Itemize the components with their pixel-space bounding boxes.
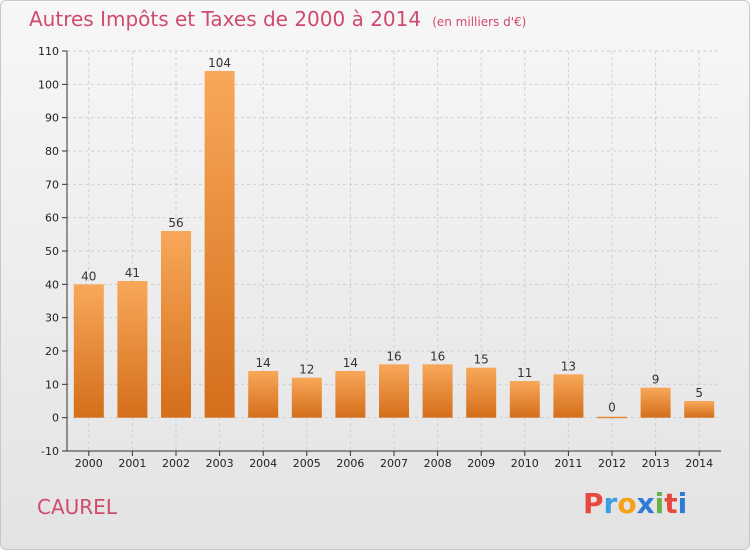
bar-2008 xyxy=(422,364,453,418)
x-tick-label-2014: 2014 xyxy=(685,457,713,470)
bar-2009 xyxy=(466,367,497,418)
value-label-2002: 56 xyxy=(168,216,183,230)
bars xyxy=(73,71,715,419)
x-tick-label-2008: 2008 xyxy=(424,457,452,470)
y-tick-label: 70 xyxy=(45,178,59,191)
chart-subtitle: (en milliers d'€) xyxy=(432,15,527,29)
value-label-2005: 12 xyxy=(299,363,314,377)
value-label-2006: 14 xyxy=(343,356,358,370)
x-tick-label-2012: 2012 xyxy=(598,457,626,470)
bar-2002 xyxy=(161,231,191,418)
logo-letter: o xyxy=(617,487,637,520)
bar-2004 xyxy=(248,371,279,418)
value-label-2003: 104 xyxy=(208,56,231,70)
y-tick-label: 100 xyxy=(38,78,59,91)
chart-title-main: Autres Impôts et Taxes de 2000 à 2014 xyxy=(29,7,422,31)
value-label-2010: 11 xyxy=(517,366,532,380)
value-label-2014: 5 xyxy=(695,386,703,400)
x-tick-label-2002: 2002 xyxy=(162,457,190,470)
logo-letter: x xyxy=(636,487,655,520)
logo-letter: P xyxy=(583,487,604,520)
commune-name: CAUREL xyxy=(37,495,117,519)
bar-2006 xyxy=(335,371,366,418)
logo-letter: r xyxy=(603,487,618,520)
bar-2014 xyxy=(684,401,715,418)
x-tick-label-2007: 2007 xyxy=(380,457,408,470)
x-tick-label-2010: 2010 xyxy=(511,457,539,470)
value-label-2000: 40 xyxy=(81,269,96,283)
y-tick-label: -10 xyxy=(41,445,59,458)
bar-2000 xyxy=(73,284,104,418)
x-tick-label-2001: 2001 xyxy=(118,457,146,470)
y-tick-label: 20 xyxy=(45,345,59,358)
y-tick-label: 110 xyxy=(38,45,59,58)
value-label-2012: 0 xyxy=(608,401,616,415)
bar-2005 xyxy=(291,377,322,418)
value-label-2013: 9 xyxy=(652,373,660,387)
y-tick-label: 80 xyxy=(45,145,59,158)
y-tick-label: 90 xyxy=(45,112,59,125)
logo-letter: i xyxy=(677,487,688,520)
x-tick-label-2004: 2004 xyxy=(249,457,277,470)
x-tick-label-2005: 2005 xyxy=(293,457,321,470)
x-tick-label-2000: 2000 xyxy=(75,457,103,470)
chart-title: Autres Impôts et Taxes de 2000 à 2014 (e… xyxy=(29,7,526,31)
value-labels: 40 41 56 104 14 12 14 16 16 15 11 13 0 9 5 xyxy=(81,56,703,415)
bar-2001 xyxy=(117,281,148,418)
x-tick-label-2006: 2006 xyxy=(336,457,364,470)
bar-2011 xyxy=(553,374,584,418)
value-label-2004: 14 xyxy=(256,356,271,370)
value-label-2007: 16 xyxy=(386,349,401,363)
value-label-2008: 16 xyxy=(430,349,445,363)
y-tick-label: 60 xyxy=(45,212,59,225)
bar-2007 xyxy=(379,364,409,418)
y-tick-label: 30 xyxy=(45,312,59,325)
bar-2003 xyxy=(204,71,235,418)
y-tick-label: 50 xyxy=(45,245,59,258)
logo-letter: t xyxy=(664,487,678,520)
x-tick-label-2013: 2013 xyxy=(642,457,670,470)
bar-2013 xyxy=(640,387,671,418)
value-label-2001: 41 xyxy=(125,266,140,280)
bar-2010 xyxy=(509,381,540,418)
x-tick-label-2011: 2011 xyxy=(554,457,582,470)
bar-2012 xyxy=(597,416,627,419)
value-label-2011: 13 xyxy=(561,359,576,373)
value-label-2009: 15 xyxy=(474,353,489,367)
y-tick-label: 40 xyxy=(45,278,59,291)
x-tick-label-2009: 2009 xyxy=(467,457,495,470)
proxiti-logo: Proxiti xyxy=(583,487,687,520)
x-tick-label-2003: 2003 xyxy=(206,457,234,470)
logo-letter: i xyxy=(654,487,665,520)
y-tick-label: 0 xyxy=(52,412,59,425)
y-tick-label: 10 xyxy=(45,378,59,391)
